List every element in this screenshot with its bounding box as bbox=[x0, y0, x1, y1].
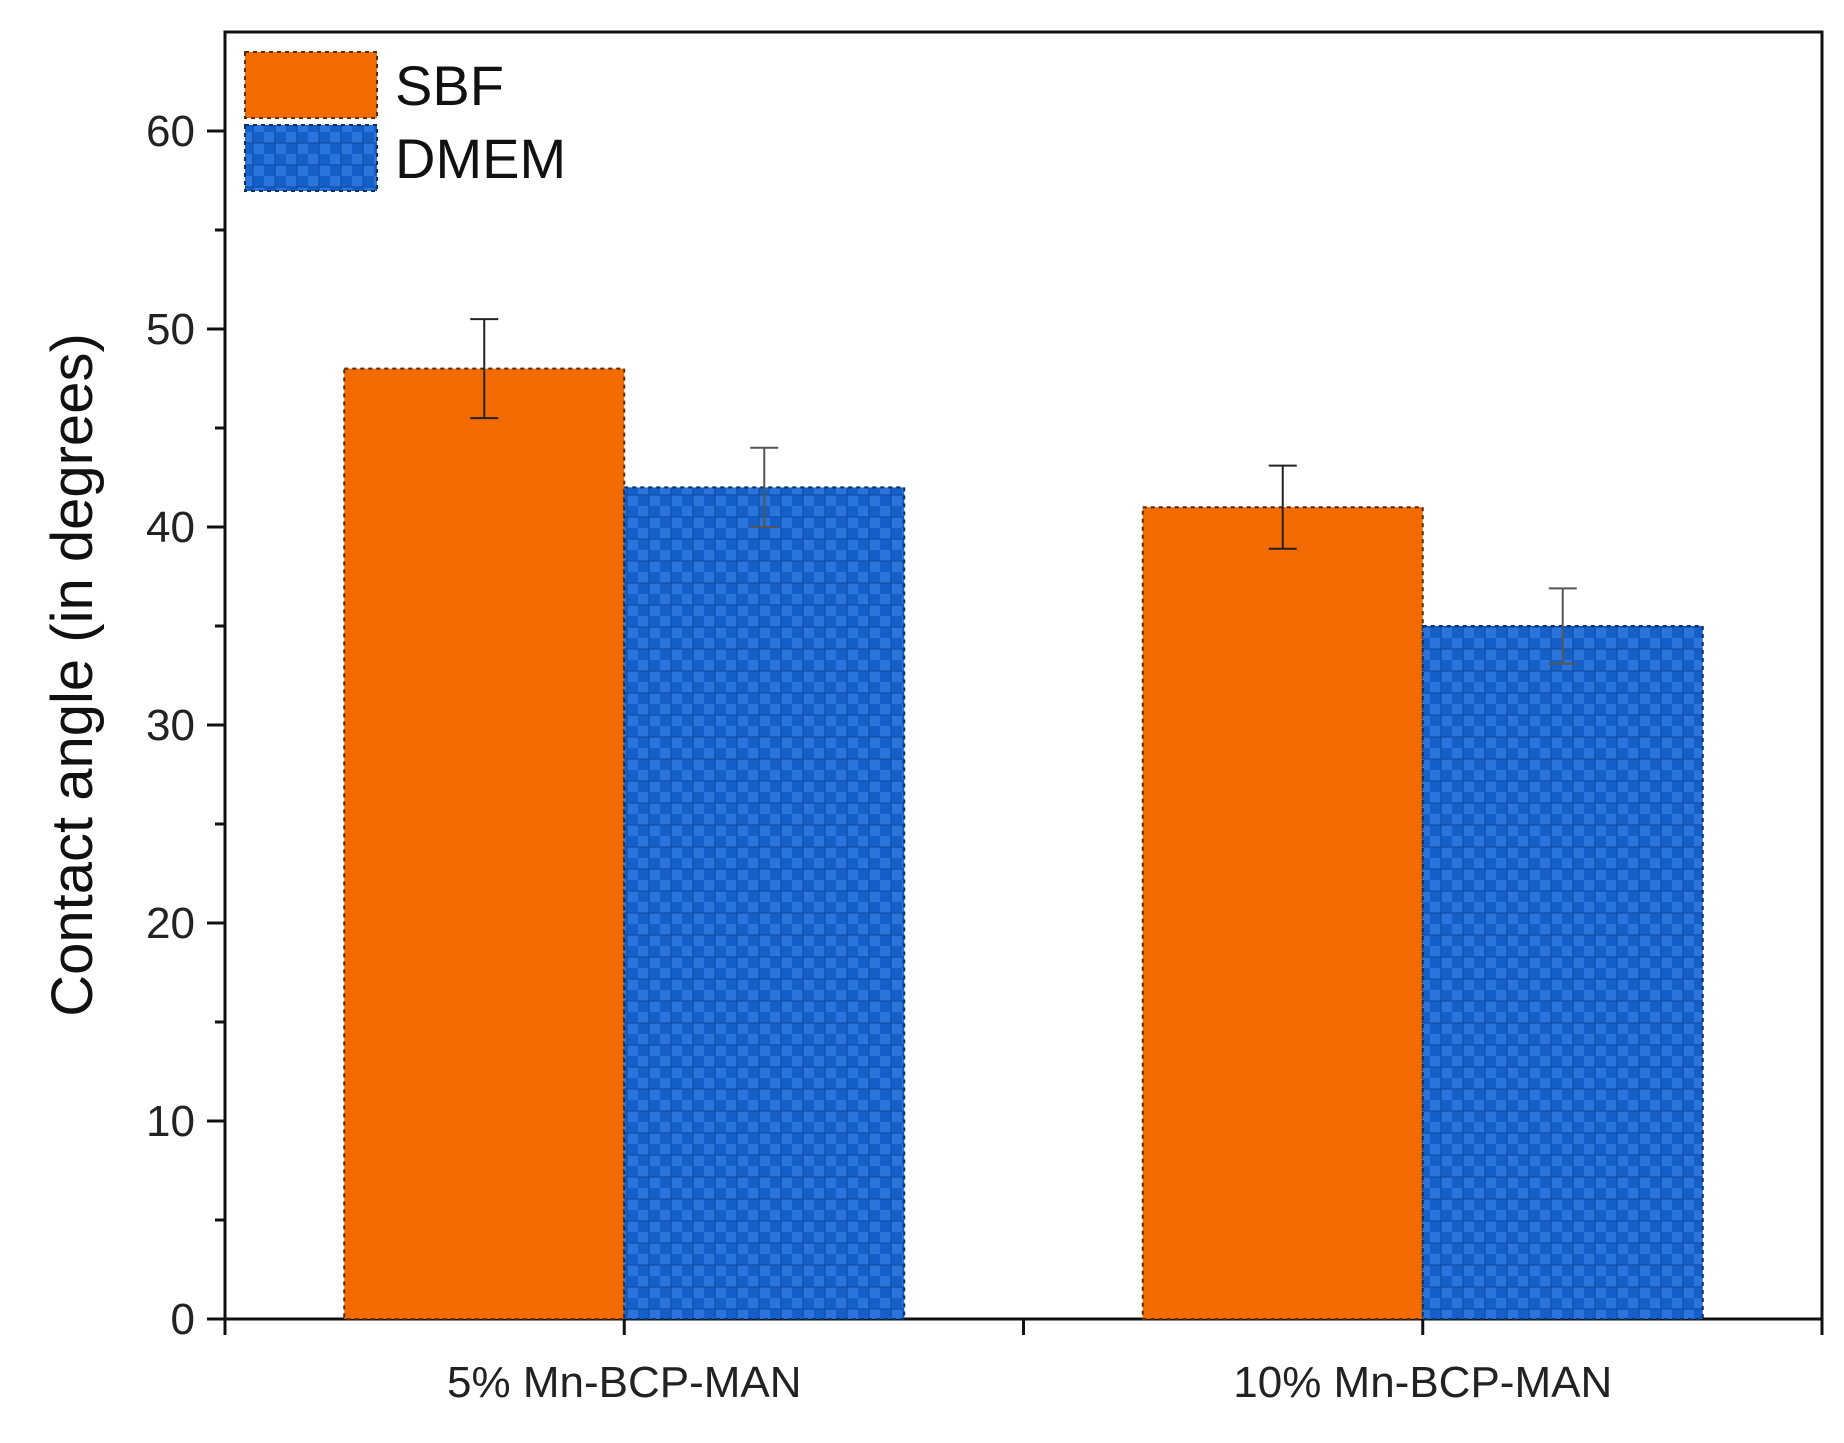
legend-swatch-sbf bbox=[244, 51, 378, 119]
x-tick-label: 5% Mn-BCP-MAN bbox=[447, 1358, 802, 1407]
bar-sbf bbox=[1141, 506, 1424, 1320]
bar-dmem bbox=[623, 486, 906, 1320]
bar-dmem bbox=[1421, 625, 1704, 1320]
x-tick-label: 10% Mn-BCP-MAN bbox=[1233, 1358, 1612, 1407]
error-bars-layer bbox=[470, 318, 1577, 665]
legend-label-sbf: SBF bbox=[395, 54, 504, 117]
y-tick-label: 50 bbox=[146, 305, 195, 354]
legend: SBF DMEM bbox=[244, 51, 566, 192]
x-axis: 5% Mn-BCP-MAN 10% Mn-BCP-MAN bbox=[223, 1319, 1824, 1407]
bar-sbf bbox=[343, 367, 626, 1321]
legend-label-dmem: DMEM bbox=[395, 127, 566, 190]
y-tick-label: 40 bbox=[146, 503, 195, 552]
y-axis: 0 10 20 30 40 50 60 bbox=[146, 107, 225, 1344]
bars-layer bbox=[343, 367, 1704, 1321]
y-tick-label: 30 bbox=[146, 701, 195, 750]
y-tick-label: 0 bbox=[171, 1295, 195, 1344]
y-axis-title: Contact angle (in degrees) bbox=[40, 333, 105, 1017]
y-tick-label: 60 bbox=[146, 107, 195, 156]
y-tick-label: 10 bbox=[146, 1097, 195, 1146]
y-tick-label: 20 bbox=[146, 899, 195, 948]
legend-swatch-dmem bbox=[244, 124, 378, 192]
